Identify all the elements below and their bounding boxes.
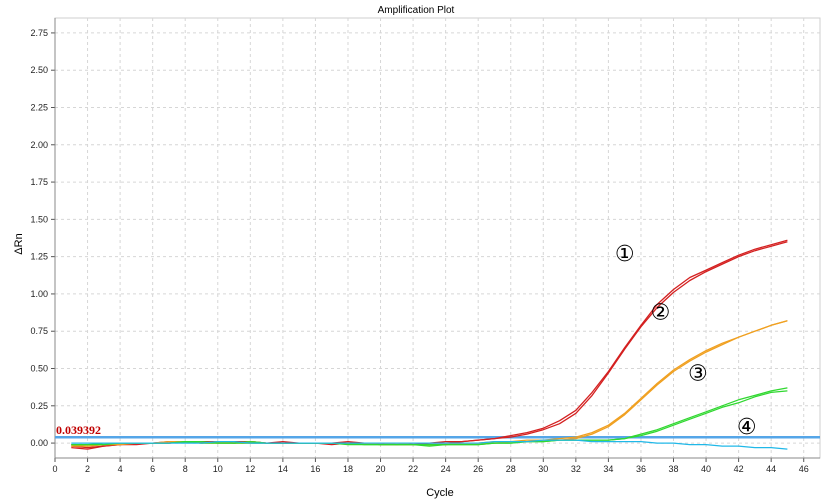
threshold-label: 0.039392	[56, 423, 101, 437]
curve-label-2: ②	[651, 300, 671, 325]
x-tick-label: 12	[245, 464, 255, 474]
series-line-6	[71, 387, 788, 447]
y-tick-label: 1.75	[30, 177, 48, 187]
threshold: 0.039392	[55, 423, 820, 439]
x-tick-label: 0	[52, 464, 57, 474]
x-tick-label: 38	[669, 464, 679, 474]
x-tick-label: 16	[310, 464, 320, 474]
grid-lines	[54, 17, 821, 459]
x-tick-label: 26	[473, 464, 483, 474]
x-tick-label: 20	[376, 464, 386, 474]
x-tick-label: 24	[441, 464, 451, 474]
curve-annotations: ① ② ③ ④	[615, 242, 757, 440]
x-tick-label: 28	[506, 464, 516, 474]
x-tick-label: 40	[701, 464, 711, 474]
y-tick-label: 0.50	[30, 364, 48, 374]
x-tick-label: 4	[118, 464, 123, 474]
x-tick-label: 36	[636, 464, 646, 474]
y-tick-label: 2.25	[30, 102, 48, 112]
series-lines	[71, 239, 788, 450]
y-tick-label: 0.25	[30, 401, 48, 411]
x-tick-label: 10	[213, 464, 223, 474]
x-axis-title: Cycle	[426, 487, 454, 499]
x-tick-label: 14	[278, 464, 288, 474]
y-tick-label: 2.50	[30, 65, 48, 75]
series-line-7	[71, 439, 788, 450]
curve-label-4: ④	[737, 415, 757, 440]
x-tick-label: 18	[343, 464, 353, 474]
curve-label-1: ①	[615, 242, 635, 267]
y-tick-label: 1.25	[30, 252, 48, 262]
y-tick-label: 2.75	[30, 28, 48, 38]
y-tick-label: 0.75	[30, 326, 48, 336]
x-tick-label: 44	[766, 464, 776, 474]
y-tick-label: 1.00	[30, 289, 48, 299]
y-axis-title: ΔRn	[13, 233, 25, 254]
x-tick-label: 34	[603, 464, 613, 474]
x-tick-label: 32	[571, 464, 581, 474]
x-tick-label: 30	[538, 464, 548, 474]
curve-label-3: ③	[688, 361, 708, 386]
x-tick-label: 6	[150, 464, 155, 474]
x-tick-label: 22	[408, 464, 418, 474]
x-tick-label: 46	[799, 464, 809, 474]
axes: 0 2 4 6 8 10 12 14 16 18 20 22 24 26 28 30 32 34 36 38 40 42 4…	[30, 18, 820, 474]
chart-title: Amplification Plot	[378, 5, 455, 16]
y-tick-label: 2.00	[30, 140, 48, 150]
x-tick-label: 2	[85, 464, 90, 474]
y-tick-label: 1.50	[30, 214, 48, 224]
plot-area	[54, 17, 821, 459]
y-tick-label: 0.00	[30, 438, 48, 448]
x-tick-label: 8	[183, 464, 188, 474]
x-tick-label: 42	[734, 464, 744, 474]
